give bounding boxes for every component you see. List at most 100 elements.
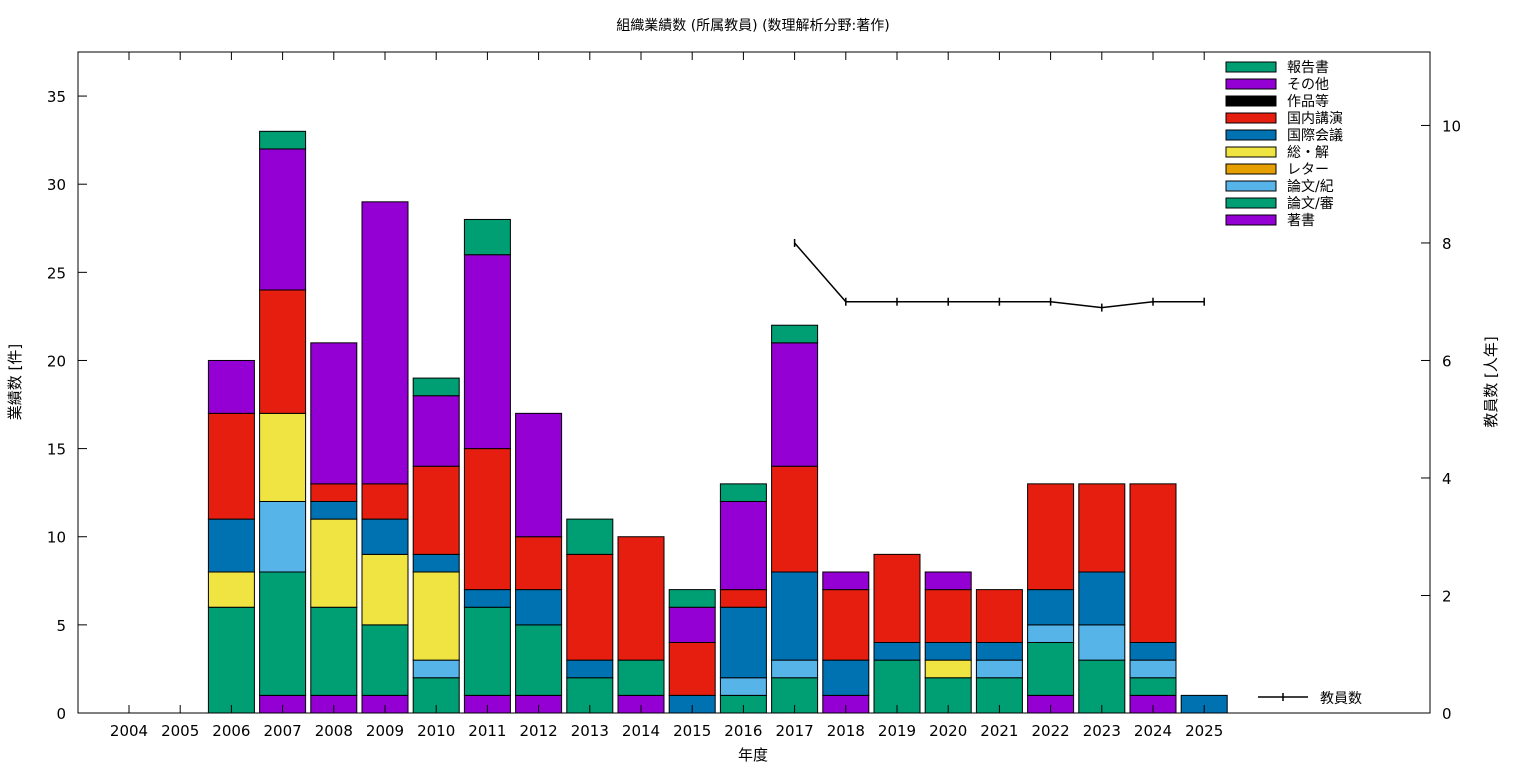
bar-2006-series-8 xyxy=(207,359,255,414)
bar-2020-series-8 xyxy=(924,571,972,591)
bar-2021-series-5 xyxy=(975,641,1023,661)
legend-swatch xyxy=(1225,95,1277,107)
bar-2011-series-5 xyxy=(463,589,511,608)
legend-swatch xyxy=(1225,112,1277,124)
bar-2006-series-6 xyxy=(207,412,255,520)
x-tick-label: 2006 xyxy=(212,722,250,740)
bar-2006-series-4 xyxy=(207,571,255,608)
bar-2007-series-4 xyxy=(259,412,307,502)
bar-2017-series-9 xyxy=(771,324,819,344)
bar-2018-series-6 xyxy=(822,589,870,661)
bar-2009-series-5 xyxy=(361,518,409,555)
x-tick-label: 2012 xyxy=(520,722,558,740)
line-layer xyxy=(793,238,1205,312)
x-tick-label: 2018 xyxy=(827,722,865,740)
bars-layer xyxy=(207,130,1228,714)
x-tick-label: 2009 xyxy=(366,722,404,740)
bar-2019-series-6 xyxy=(873,553,921,643)
bar-2010-series-5 xyxy=(412,553,460,573)
x-tick-label: 2023 xyxy=(1083,722,1121,740)
bar-2014-series-1 xyxy=(617,659,665,696)
y-tick-label: 20 xyxy=(47,352,66,370)
x-tick-label: 2011 xyxy=(468,722,506,740)
x-tick-label: 2019 xyxy=(878,722,916,740)
bar-2015-series-6 xyxy=(668,641,716,696)
y-tick-label: 15 xyxy=(47,441,66,459)
x-tick-label: 2005 xyxy=(161,722,199,740)
bar-2021-series-6 xyxy=(975,589,1023,643)
legend-label: 国際会議 xyxy=(1287,127,1343,144)
chart-title: 組織業績数 (所属教員) (数理解析分野:著作) xyxy=(616,18,889,34)
y2-tick-label: 2 xyxy=(1442,587,1452,605)
legend-label: 論文/紀 xyxy=(1287,179,1334,195)
bar-2023-series-5 xyxy=(1078,571,1126,626)
bar-2017-series-6 xyxy=(771,465,819,573)
bar-2022-series-2 xyxy=(1027,624,1075,643)
bar-2024-series-6 xyxy=(1129,483,1177,643)
x-tick-label: 2010 xyxy=(417,722,455,740)
bar-2012-series-1 xyxy=(515,624,563,696)
bar-2007-series-8 xyxy=(259,148,307,291)
bar-2009-series-6 xyxy=(361,483,409,520)
bar-2017-series-2 xyxy=(771,659,819,679)
bar-2012-series-5 xyxy=(515,589,563,626)
legend-swatch xyxy=(1225,163,1277,175)
x-tick-label: 2015 xyxy=(673,722,711,740)
legend-swatch xyxy=(1225,180,1277,192)
bar-2006-series-1 xyxy=(207,606,255,714)
legend-swatch xyxy=(1225,78,1277,90)
bar-2016-series-2 xyxy=(719,677,767,696)
bar-2010-series-9 xyxy=(412,377,460,397)
bar-2008-series-5 xyxy=(310,500,358,520)
bar-2007-series-2 xyxy=(259,500,307,573)
y-axis-label: 業績数 [件] xyxy=(6,344,24,420)
y-tick-label: 10 xyxy=(47,529,66,547)
bar-2011-series-9 xyxy=(463,218,511,256)
y2-tick-label: 0 xyxy=(1442,705,1452,723)
bar-2006-series-5 xyxy=(207,518,255,573)
bar-2007-series-6 xyxy=(259,289,307,414)
bar-2009-series-8 xyxy=(361,201,409,485)
bar-2011-series-8 xyxy=(463,254,511,450)
x-tick-label: 2020 xyxy=(929,722,967,740)
bar-2017-series-8 xyxy=(771,342,819,467)
bar-2011-series-6 xyxy=(463,448,511,591)
bar-2013-series-9 xyxy=(566,518,614,555)
x-axis-label: 年度 xyxy=(738,746,768,764)
x-tick-label: 2021 xyxy=(980,722,1018,740)
bar-2008-series-6 xyxy=(310,483,358,502)
legend-label: その他 xyxy=(1287,77,1329,93)
bar-2009-series-1 xyxy=(361,624,409,696)
bar-2017-series-5 xyxy=(771,571,819,661)
bar-2021-series-2 xyxy=(975,659,1023,679)
legend-label: 国内講演 xyxy=(1287,111,1343,127)
bar-2010-series-2 xyxy=(412,659,460,679)
bar-2010-series-6 xyxy=(412,465,460,555)
legend-label: 作品等 xyxy=(1287,93,1329,110)
y2-tick-label: 10 xyxy=(1442,117,1461,135)
bar-2009-series-4 xyxy=(361,553,409,626)
bar-2016-series-6 xyxy=(719,589,767,608)
x-tick-label: 2024 xyxy=(1134,722,1172,740)
bar-2012-series-8 xyxy=(515,412,563,538)
x-tick-label: 2008 xyxy=(315,722,353,740)
bar-2007-series-9 xyxy=(259,130,307,150)
x-tick-label: 2016 xyxy=(724,722,762,740)
x-tick-label: 2014 xyxy=(622,722,660,740)
legend-swatch xyxy=(1225,129,1277,141)
legend-label: レター xyxy=(1287,162,1329,178)
y-tick-label: 30 xyxy=(47,176,66,194)
bar-2020-series-5 xyxy=(924,641,972,661)
bar-2022-series-6 xyxy=(1027,483,1075,591)
bar-2011-series-1 xyxy=(463,606,511,696)
bar-2023-series-6 xyxy=(1078,483,1126,573)
legend-swatch xyxy=(1225,61,1277,73)
y-tick-label: 5 xyxy=(56,617,66,635)
legend-label: 総・解 xyxy=(1287,145,1329,161)
bar-2020-series-4 xyxy=(924,659,972,679)
bar-2023-series-2 xyxy=(1078,624,1126,661)
bar-2024-series-2 xyxy=(1129,659,1177,679)
bar-2019-series-5 xyxy=(873,641,921,661)
